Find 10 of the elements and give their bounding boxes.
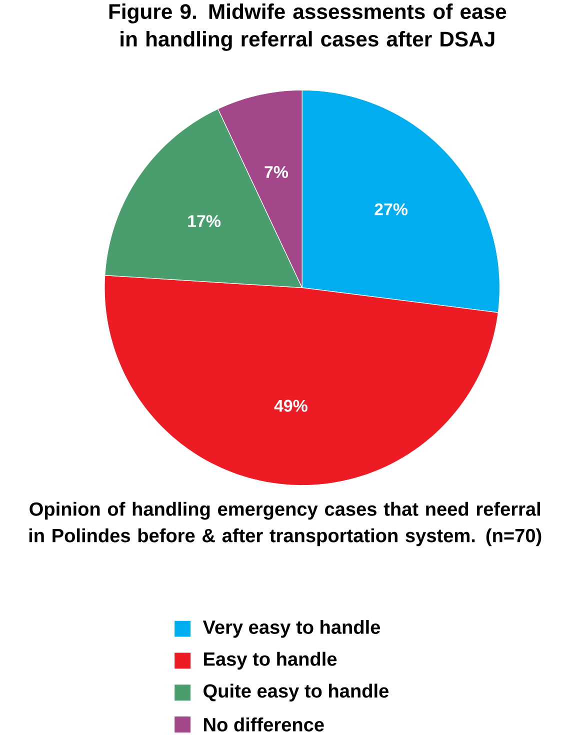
- data-label: 49%: [274, 400, 308, 412]
- data-label: 17%: [188, 215, 220, 228]
- legend-label: No difference: [204, 717, 324, 732]
- data-label: 27%: [374, 203, 408, 216]
- legend-label: Very easy to handle: [202, 620, 380, 638]
- text: Opinion of handling emergency cases that need referral in Polindes before & after transportation system. (n=70): [29, 502, 542, 546]
- legend-label: Quite easy to handle: [203, 684, 388, 702]
- legend-label: Easy to handle: [204, 652, 336, 670]
- chart-title: Figure 9. Midwife assessments of ease in handling referral cases after DSAJ: [109, 4, 506, 51]
- data-label: 7%: [264, 166, 288, 178]
